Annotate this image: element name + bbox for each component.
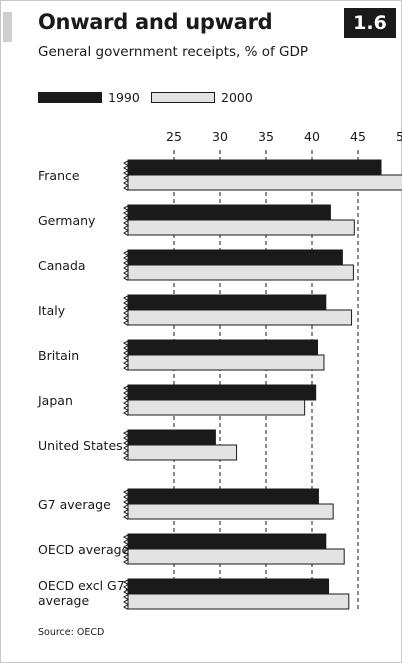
category-label: Germany (38, 213, 96, 228)
bar-1990-3 (127, 294, 327, 311)
legend-swatch-2000 (151, 92, 215, 103)
axis-break-icon (122, 534, 129, 565)
bar-2000-0 (127, 174, 402, 191)
bar-1990-4 (127, 339, 319, 356)
bar-2000-2 (127, 264, 354, 281)
x-tick-label-35: 35 (258, 129, 274, 144)
category-label: Canada (38, 258, 86, 273)
bar-2000-3 (127, 309, 353, 326)
category-label: OECD excl G7, average (38, 578, 129, 608)
axis-break-icon (122, 385, 129, 416)
bar-2000-9 (127, 593, 350, 610)
axis-break-icon (122, 160, 129, 191)
legend-label-2000: 2000 (221, 90, 253, 105)
chart-title: Onward and upward (38, 10, 273, 34)
accent-bar (3, 12, 12, 42)
x-tick-label-50: 50 (396, 129, 402, 144)
bar-2000-7 (127, 503, 334, 520)
bar-2000-8 (127, 548, 345, 565)
axis-break-icon (122, 430, 129, 461)
axis-break-icon (122, 295, 129, 326)
axis-break-icon (122, 489, 129, 520)
figure-number-badge: 1.6 (344, 8, 396, 38)
source-note: Source: OECD (38, 627, 105, 638)
category-label: Japan (37, 393, 73, 408)
category-label: G7 average (38, 497, 111, 512)
bar-2000-1 (127, 219, 355, 236)
axis-break-icon (122, 205, 129, 236)
x-tick-label-30: 30 (212, 129, 228, 144)
x-tick-label-25: 25 (166, 129, 182, 144)
category-label: Italy (38, 303, 66, 318)
bar-1990-1 (127, 204, 331, 221)
axis-break-icon (122, 340, 129, 371)
bar-2000-5 (127, 399, 306, 416)
bar-1990-5 (127, 384, 317, 401)
bar-1990-6 (127, 429, 216, 446)
bar-1990-0 (127, 159, 382, 176)
x-tick-label-45: 45 (350, 129, 366, 144)
category-label: Britain (38, 348, 79, 363)
bar-1990-9 (127, 578, 330, 595)
category-label: United States (38, 438, 123, 453)
bar-1990-7 (127, 488, 319, 505)
legend-label-1990: 1990 (108, 90, 140, 105)
category-label: France (38, 168, 80, 183)
axis-break-icon (122, 579, 129, 610)
bar-2000-4 (127, 354, 325, 371)
bar-2000-6 (127, 444, 238, 461)
legend-swatch-1990 (38, 92, 102, 103)
category-label: OECD average (38, 542, 130, 557)
bar-1990-2 (127, 249, 343, 266)
legend-item-1990: 1990 (38, 90, 140, 105)
bar-1990-8 (127, 533, 327, 550)
axis-break-icon (122, 250, 129, 281)
x-tick-label-40: 40 (304, 129, 320, 144)
chart-subtitle: General government receipts, % of GDP (38, 44, 309, 60)
legend-item-2000: 2000 (151, 90, 253, 105)
